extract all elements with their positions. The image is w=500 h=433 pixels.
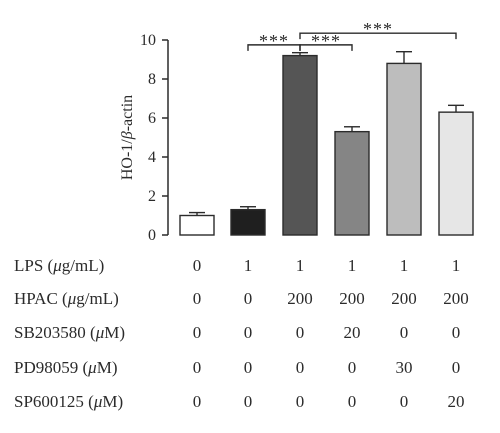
treatment-row-label: SP600125 (μM)	[14, 392, 123, 411]
treatment-label-part: (	[86, 323, 96, 342]
treatment-cell-value: 1	[244, 256, 253, 275]
treatment-cell-value: 0	[193, 358, 202, 377]
treatment-cell-value: 0	[400, 392, 409, 411]
treatment-label-part: HPAC	[14, 289, 58, 308]
treatment-cell-value: 0	[348, 392, 357, 411]
treatment-label-part: (	[43, 256, 53, 275]
treatment-label-part: PD98059	[14, 358, 78, 377]
treatment-cell-value: 0	[244, 358, 253, 377]
treatment-label-part: SP600125	[14, 392, 84, 411]
y-axis-label: HO-1/β-actin	[119, 95, 136, 180]
treatment-cell-value: 200	[443, 289, 469, 308]
significance-bracket	[299, 32, 457, 40]
treatment-label-part: LPS	[14, 256, 43, 275]
treatment-cell-value: 0	[296, 323, 305, 342]
treatment-cell-value: 1	[348, 256, 357, 275]
y-axis-label-part: β	[119, 131, 136, 140]
significance-label: ***	[363, 19, 393, 39]
treatment-cell-value: 1	[452, 256, 461, 275]
y-tick-label: 8	[148, 71, 156, 88]
treatment-label-part: (	[84, 392, 94, 411]
treatment-cell-value: 30	[396, 358, 413, 377]
treatment-cell-value: 0	[348, 358, 357, 377]
y-tick-label: 4	[148, 149, 156, 166]
y-tick-label: 0	[148, 227, 156, 244]
treatment-label-part: μ	[52, 256, 62, 275]
y-axis-label-part: HO-1/	[119, 139, 136, 180]
significance-label: ***	[259, 31, 289, 51]
plot-area: 0 2 4 6 8 10 HO-1/β-actin *** *** ***	[119, 19, 474, 244]
treatment-label-part: M)	[104, 323, 125, 342]
bar	[230, 208, 266, 236]
treatment-label-part: g/mL)	[62, 256, 105, 275]
treatment-label-part: μ	[67, 289, 77, 308]
y-tick-label: 10	[140, 32, 156, 49]
treatment-cell-value: 0	[452, 323, 461, 342]
treatment-cell-value: 0	[296, 392, 305, 411]
treatment-cell-value: 200	[287, 289, 313, 308]
treatment-label-part: (	[58, 289, 68, 308]
treatment-label-part: SB203580	[14, 323, 86, 342]
bar	[179, 214, 215, 236]
treatment-cell-value: 0	[193, 392, 202, 411]
y-tick-label: 2	[148, 188, 156, 205]
significance-label: ***	[311, 31, 341, 51]
treatment-cell-value: 0	[193, 256, 202, 275]
treatment-cell-value: 1	[400, 256, 409, 275]
treatment-row-label: SB203580 (μM)	[14, 323, 125, 342]
y-tick-label: 6	[148, 110, 156, 127]
treatment-row-label: LPS (μg/mL)	[14, 256, 104, 275]
y-axis-label-part: -actin	[119, 95, 136, 131]
treatment-cell-value: 200	[391, 289, 417, 308]
treatment-label-part: M)	[102, 392, 123, 411]
bar	[438, 111, 474, 236]
treatment-label-part: M)	[97, 358, 118, 377]
treatment-cell-value: 0	[193, 323, 202, 342]
treatment-label-part: g/mL)	[76, 289, 119, 308]
treatment-cell-value: 0	[244, 289, 253, 308]
treatment-cell-value: 0	[244, 392, 253, 411]
treatment-label-part: μ	[93, 392, 103, 411]
treatment-cell-value: 0	[193, 289, 202, 308]
treatment-cell-value: 20	[448, 392, 465, 411]
treatment-label-part: μ	[87, 358, 97, 377]
treatment-row-label: HPAC (μg/mL)	[14, 289, 119, 308]
treatment-cell-value: 0	[400, 323, 409, 342]
significance-bracket	[299, 44, 353, 51]
treatment-cell-value: 200	[339, 289, 365, 308]
treatment-row-label: PD98059 (μM)	[14, 358, 117, 377]
treatment-cell-value: 0	[296, 358, 305, 377]
bar	[334, 130, 370, 236]
treatment-cell-value: 1	[296, 256, 305, 275]
bar	[282, 54, 318, 236]
treatment-cell-value: 0	[452, 358, 461, 377]
treatment-label-part: (	[78, 358, 88, 377]
treatment-cell-value: 20	[344, 323, 361, 342]
treatment-label-part: μ	[95, 323, 105, 342]
treatment-cell-value: 0	[244, 323, 253, 342]
bar	[386, 62, 422, 236]
